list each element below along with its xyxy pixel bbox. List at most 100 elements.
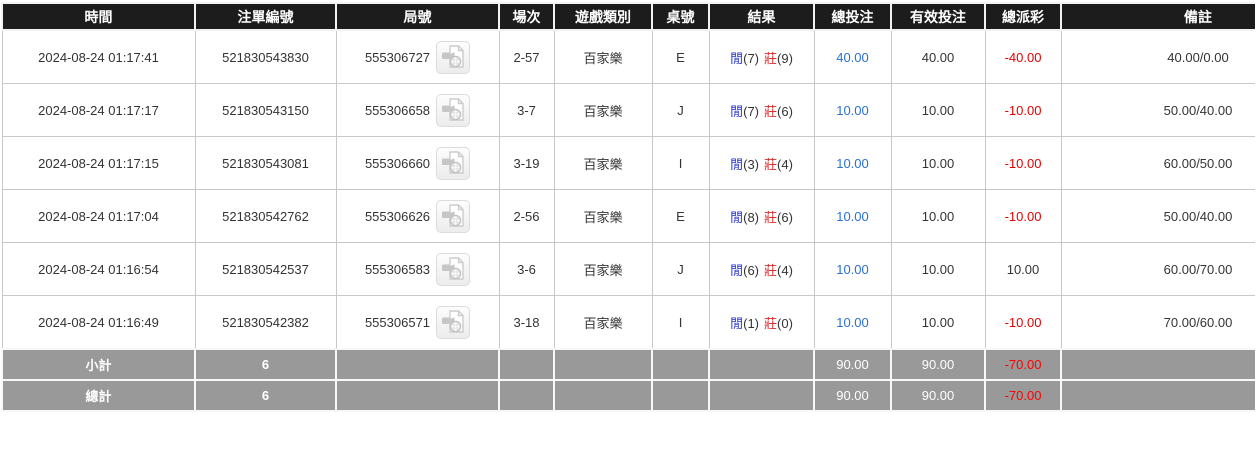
cell-time: 2024-08-24 01:17:41 bbox=[1, 29, 196, 84]
banker-result-value: (0) bbox=[777, 315, 793, 331]
cell-total-bet: 10.00 bbox=[813, 242, 892, 296]
cell-bet-id: 521830542537 bbox=[194, 242, 337, 296]
video-replay-button[interactable] bbox=[436, 305, 471, 339]
table-row: 2024-08-24 01:17:41 521830543830 5553067… bbox=[1, 29, 1255, 84]
grand-total-empty-cell bbox=[651, 379, 710, 412]
video-replay-button[interactable] bbox=[436, 199, 471, 233]
cell-table-no: E bbox=[651, 29, 710, 84]
player-result-value: (3) bbox=[743, 156, 759, 172]
player-result-label: 閒 bbox=[730, 315, 744, 331]
cell-round: 555306660 bbox=[335, 136, 500, 190]
total-bet-link[interactable]: 10.00 bbox=[836, 155, 869, 171]
cell-table-no: I bbox=[651, 136, 710, 190]
round-number: 555306626 bbox=[364, 208, 431, 224]
cell-session: 2-56 bbox=[498, 189, 555, 243]
cell-round: 555306571 bbox=[335, 295, 500, 350]
cell-game-type: 百家樂 bbox=[553, 242, 653, 296]
round-number: 555306658 bbox=[364, 102, 431, 118]
cell-result: 閒(7) 莊(9) bbox=[708, 29, 815, 84]
cell-round: 555306583 bbox=[335, 242, 500, 296]
cell-valid-bet: 10.00 bbox=[890, 295, 986, 350]
player-result-value: (8) bbox=[743, 209, 759, 225]
cell-total-bet: 10.00 bbox=[813, 189, 892, 243]
player-result-label: 閒 bbox=[730, 209, 744, 225]
cell-total-payout: 10.00 bbox=[984, 242, 1062, 296]
subtotal-valid-bet: 90.00 bbox=[890, 348, 986, 381]
round-number: 555306571 bbox=[364, 314, 431, 330]
cell-bet-id: 521830542762 bbox=[194, 189, 337, 243]
cell-total-payout: -10.00 bbox=[984, 83, 1062, 137]
cell-total-bet: 10.00 bbox=[813, 136, 892, 190]
subtotal-remark bbox=[1060, 348, 1255, 381]
video-replay-button[interactable] bbox=[436, 93, 471, 127]
cell-total-bet: 40.00 bbox=[813, 29, 892, 84]
player-result-label: 閒 bbox=[730, 103, 744, 119]
banker-result-label: 莊 bbox=[764, 262, 778, 278]
cell-table-no: I bbox=[651, 295, 710, 350]
cell-game-type: 百家樂 bbox=[553, 83, 653, 137]
video-file-icon bbox=[441, 310, 464, 333]
cell-session: 3-18 bbox=[498, 295, 555, 350]
banker-result-value: (6) bbox=[777, 103, 793, 119]
cell-result: 閒(7) 莊(6) bbox=[708, 83, 815, 137]
subtotal-empty-cell bbox=[498, 348, 555, 381]
cell-table-no: E bbox=[651, 189, 710, 243]
banker-result-label: 莊 bbox=[764, 50, 778, 66]
grand-total-remark bbox=[1060, 379, 1255, 412]
cell-game-type: 百家樂 bbox=[553, 189, 653, 243]
cell-time: 2024-08-24 01:17:15 bbox=[1, 136, 196, 190]
total-bet-link[interactable]: 10.00 bbox=[836, 261, 869, 277]
cell-remark: 50.00/40.00 bbox=[1060, 83, 1255, 137]
cell-time: 2024-08-24 01:16:54 bbox=[1, 242, 196, 296]
col-header-total-bet: 總投注 bbox=[813, 2, 892, 31]
cell-remark: 70.00/60.00 bbox=[1060, 295, 1255, 350]
player-result-label: 閒 bbox=[730, 50, 744, 66]
cell-remark: 40.00/0.00 bbox=[1060, 29, 1255, 84]
cell-session: 3-6 bbox=[498, 242, 555, 296]
header-row: 時間 注單編號 局號 場次 遊戲類別 桌號 結果 總投注 有效投注 總派彩 備註 bbox=[1, 2, 1255, 31]
total-bet-link[interactable]: 10.00 bbox=[836, 102, 869, 118]
subtotal-empty-cell bbox=[651, 348, 710, 381]
subtotal-empty-cell bbox=[708, 348, 815, 381]
table-row: 2024-08-24 01:16:54 521830542537 5553065… bbox=[1, 242, 1255, 296]
subtotal-label: 小計 bbox=[1, 348, 196, 381]
player-result-label: 閒 bbox=[730, 156, 744, 172]
player-result-value: (7) bbox=[743, 103, 759, 119]
cell-bet-id: 521830542382 bbox=[194, 295, 337, 350]
grand-total-label: 總計 bbox=[1, 379, 196, 412]
cell-game-type: 百家樂 bbox=[553, 29, 653, 84]
video-replay-button[interactable] bbox=[436, 40, 471, 74]
total-bet-link[interactable]: 10.00 bbox=[836, 314, 869, 330]
cell-time: 2024-08-24 01:17:17 bbox=[1, 83, 196, 137]
cell-total-payout: -10.00 bbox=[984, 295, 1062, 350]
col-header-table-no: 桌號 bbox=[651, 2, 710, 31]
video-replay-button[interactable] bbox=[436, 146, 471, 180]
total-bet-link[interactable]: 10.00 bbox=[836, 208, 869, 224]
subtotal-count: 6 bbox=[194, 348, 337, 381]
subtotal-empty-cell bbox=[553, 348, 653, 381]
video-replay-button[interactable] bbox=[436, 252, 471, 286]
player-result-value: (1) bbox=[743, 315, 759, 331]
grand-total-total-payout: -70.00 bbox=[984, 379, 1062, 412]
col-header-valid-bet: 有效投注 bbox=[890, 2, 986, 31]
bet-records-table: 時間 注單編號 局號 場次 遊戲類別 桌號 結果 總投注 有效投注 總派彩 備註… bbox=[1, 2, 1255, 412]
table-row: 2024-08-24 01:16:49 521830542382 5553065… bbox=[1, 295, 1255, 350]
cell-time: 2024-08-24 01:17:04 bbox=[1, 189, 196, 243]
cell-round: 555306626 bbox=[335, 189, 500, 243]
total-bet-link[interactable]: 40.00 bbox=[836, 49, 869, 65]
cell-table-no: J bbox=[651, 242, 710, 296]
player-result-value: (7) bbox=[743, 50, 759, 66]
bet-records-table-container: 時間 注單編號 局號 場次 遊戲類別 桌號 結果 總投注 有效投注 總派彩 備註… bbox=[1, 2, 1255, 412]
cell-total-payout: -40.00 bbox=[984, 29, 1062, 84]
grand-total-valid-bet: 90.00 bbox=[890, 379, 986, 412]
cell-game-type: 百家樂 bbox=[553, 295, 653, 350]
video-file-icon bbox=[441, 151, 464, 174]
video-file-icon bbox=[441, 257, 464, 280]
col-header-remark: 備註 bbox=[1060, 2, 1255, 31]
col-header-total-payout: 總派彩 bbox=[984, 2, 1062, 31]
grand-total-empty-cell bbox=[335, 379, 500, 412]
banker-result-label: 莊 bbox=[764, 103, 778, 119]
cell-result: 閒(8) 莊(6) bbox=[708, 189, 815, 243]
cell-game-type: 百家樂 bbox=[553, 136, 653, 190]
cell-remark: 60.00/50.00 bbox=[1060, 136, 1255, 190]
